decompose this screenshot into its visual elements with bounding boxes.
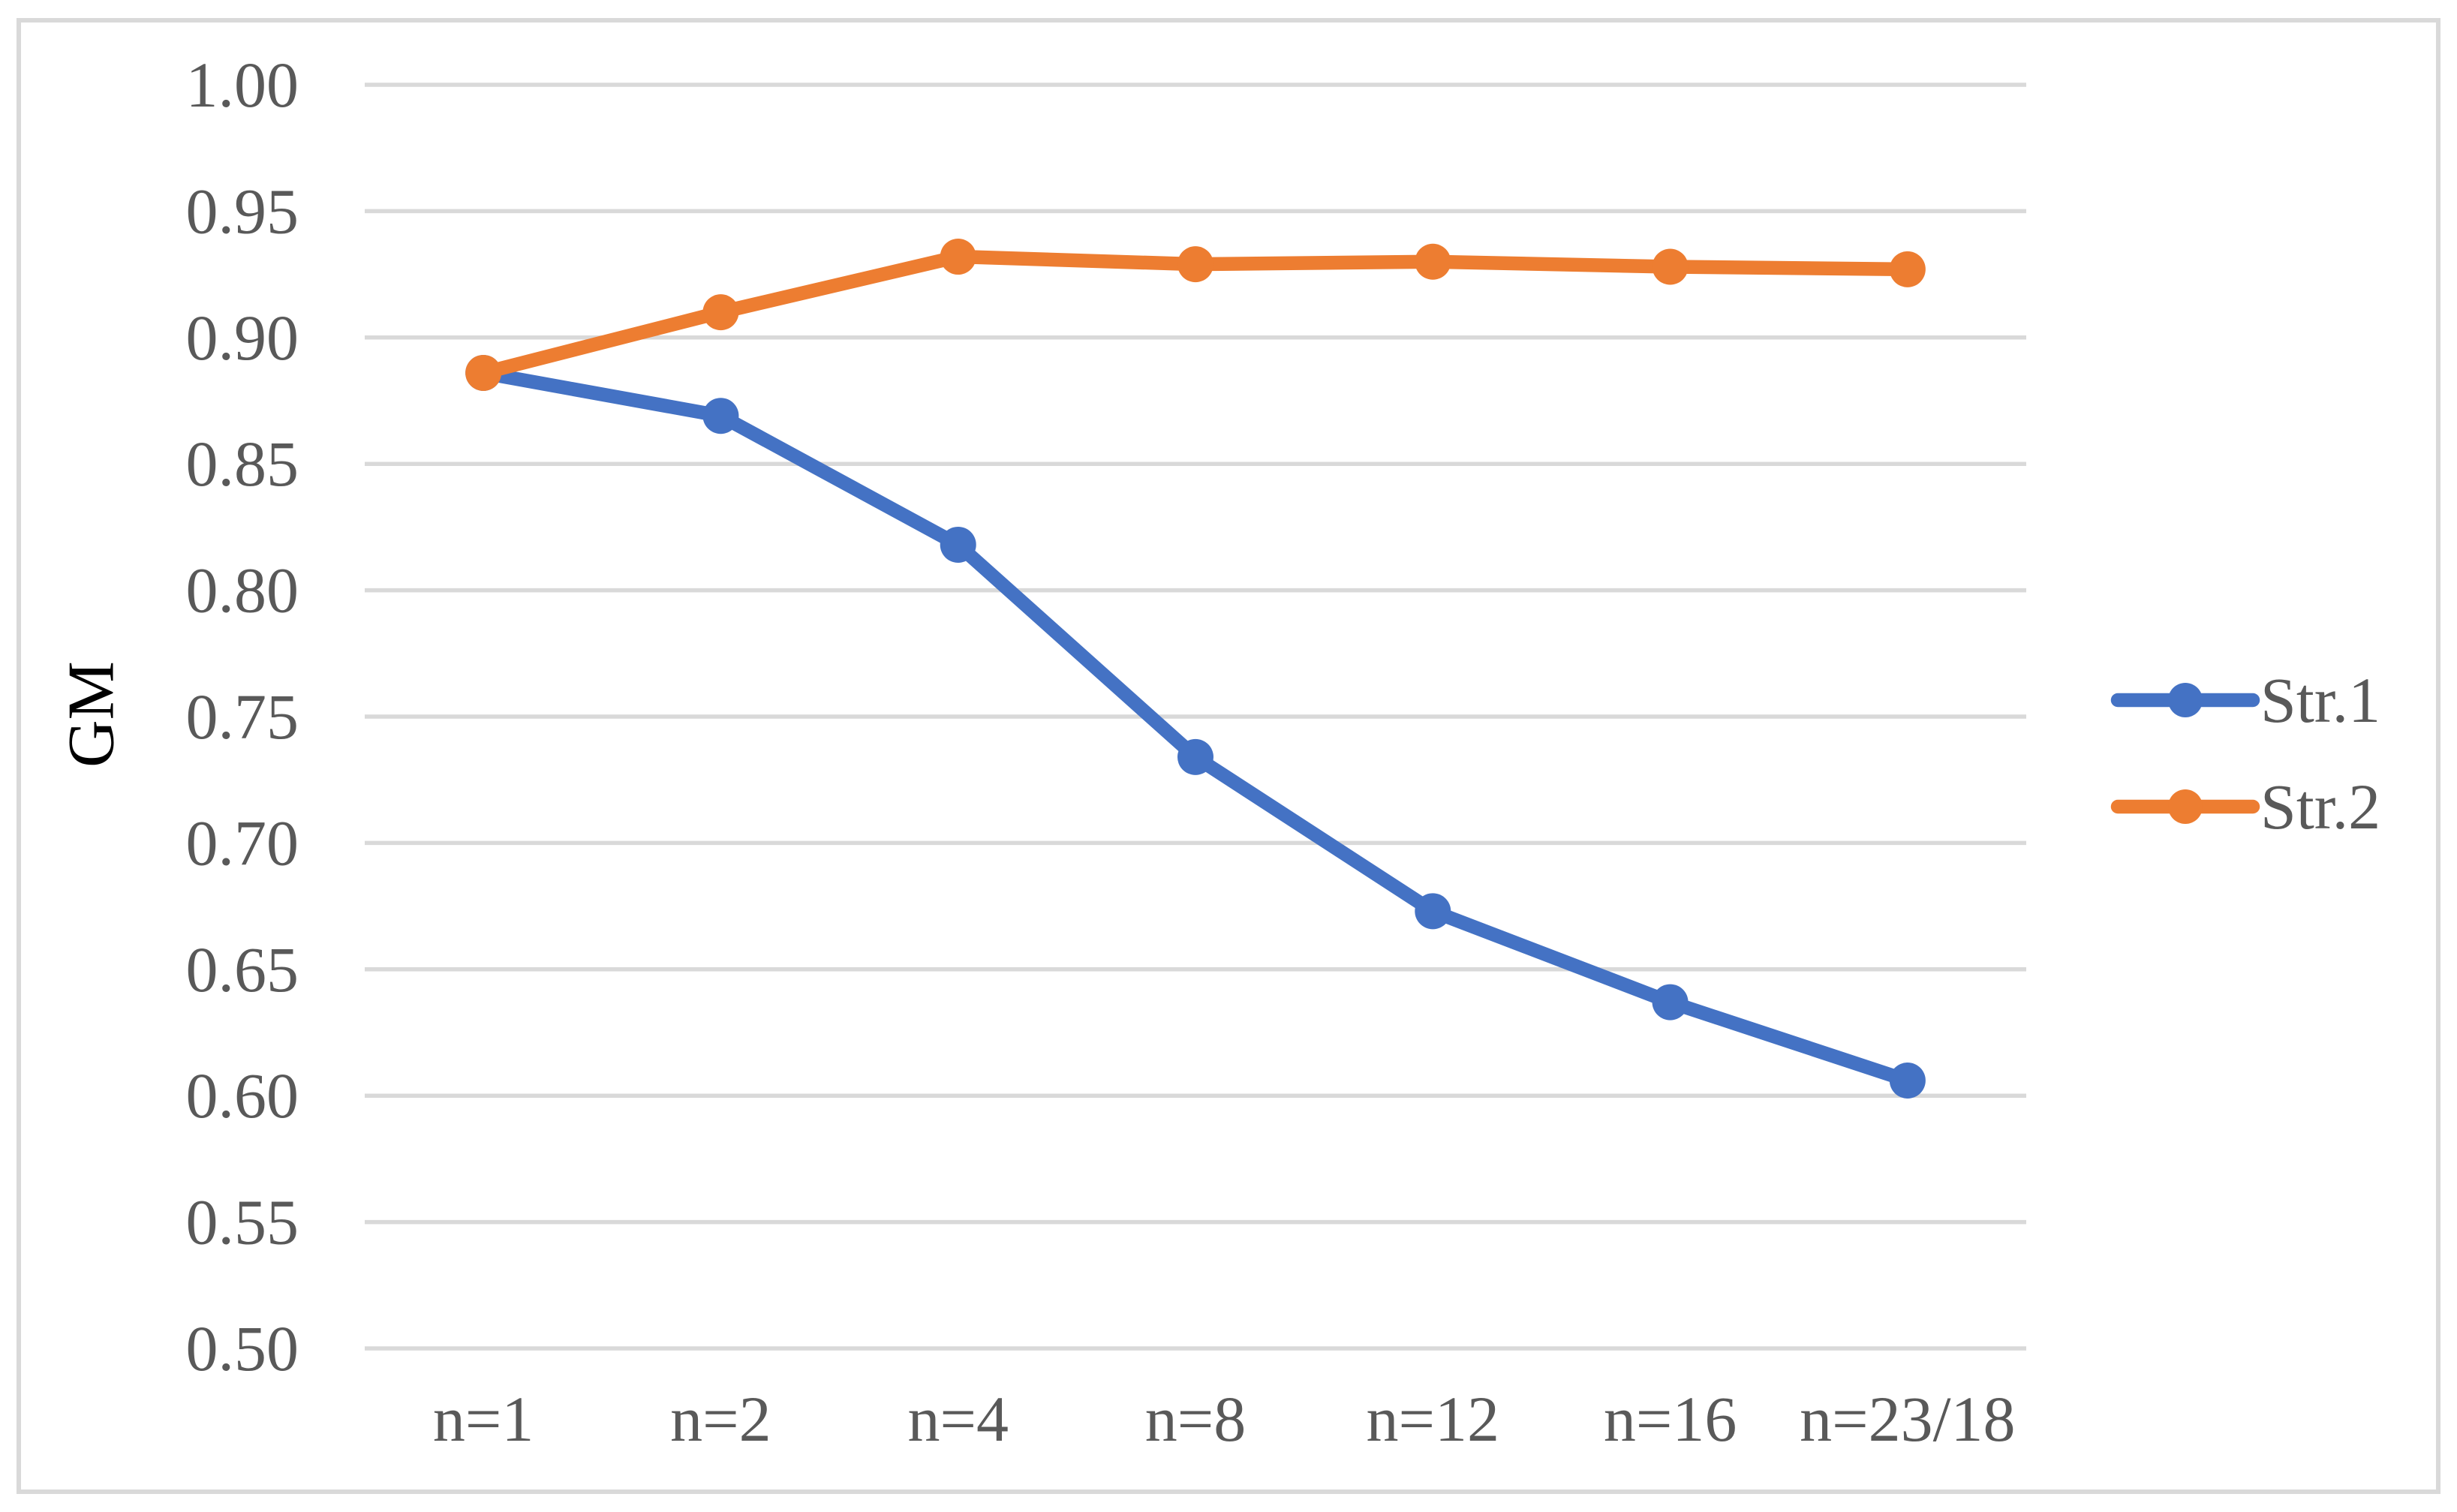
data-point bbox=[1889, 251, 1926, 287]
x-tick-label: n=12 bbox=[1367, 1383, 1500, 1455]
legend-marker-icon bbox=[2168, 789, 2203, 824]
x-tick-label: n=16 bbox=[1604, 1383, 1737, 1455]
data-point bbox=[940, 239, 976, 275]
y-tick-label: 0.80 bbox=[186, 555, 299, 627]
y-tick-label: 0.70 bbox=[186, 807, 299, 879]
series-lines bbox=[465, 239, 1926, 1099]
legend-label: Str.1 bbox=[2260, 664, 2380, 736]
y-tick-label: 0.75 bbox=[186, 681, 299, 753]
data-point bbox=[940, 526, 976, 563]
data-point bbox=[1415, 243, 1451, 280]
legend-label: Str.2 bbox=[2260, 771, 2380, 843]
data-point bbox=[1415, 893, 1451, 930]
data-point bbox=[1889, 1062, 1926, 1099]
data-point bbox=[1177, 246, 1213, 283]
y-axis-title: GM bbox=[56, 661, 128, 768]
y-tick-label: 0.65 bbox=[186, 933, 299, 1005]
series-Str.1 bbox=[465, 354, 1926, 1099]
y-tick-label: 0.55 bbox=[186, 1186, 299, 1258]
legend-marker-icon bbox=[2168, 683, 2203, 717]
chart-frame bbox=[17, 18, 2440, 1494]
x-axis-labels: n=1 n=2 n=4 n=8 n=12 n=16 n=23/18 bbox=[433, 1383, 2016, 1455]
data-point bbox=[465, 354, 502, 391]
x-tick-label: n=4 bbox=[907, 1383, 1009, 1455]
y-tick-label: 0.90 bbox=[186, 302, 299, 374]
data-point bbox=[1652, 248, 1689, 285]
data-point bbox=[702, 294, 739, 331]
data-point bbox=[1652, 984, 1689, 1021]
legend-item-Str.2: Str.2 bbox=[2110, 771, 2380, 843]
y-tick-label: 0.95 bbox=[186, 175, 299, 247]
x-tick-label: n=23/18 bbox=[1800, 1383, 2015, 1455]
series-Str.2 bbox=[465, 239, 1926, 391]
y-tick-label: 0.85 bbox=[186, 428, 299, 500]
legend: Str.1 Str.2 bbox=[2110, 664, 2380, 843]
y-tick-label: 0.60 bbox=[186, 1060, 299, 1132]
x-tick-label: n=8 bbox=[1145, 1383, 1247, 1455]
y-tick-label: 0.50 bbox=[186, 1312, 299, 1384]
y-axis-labels: 1.00 0.95 0.90 0.85 0.80 0.75 0.70 0.65 0.60 0.55… bbox=[186, 49, 299, 1384]
legend-item-Str.1: Str.1 bbox=[2110, 664, 2380, 736]
x-tick-label: n=1 bbox=[433, 1383, 534, 1455]
data-point bbox=[1177, 738, 1213, 775]
y-tick-label: 1.00 bbox=[186, 49, 299, 121]
x-tick-label: n=2 bbox=[670, 1383, 771, 1455]
data-point bbox=[702, 398, 739, 434]
